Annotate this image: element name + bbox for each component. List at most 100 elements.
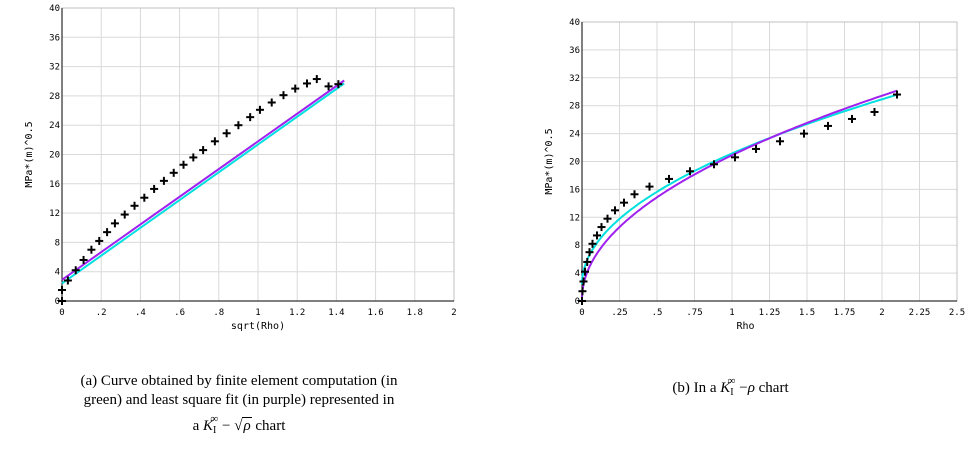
chart-a-data-point	[71, 266, 80, 275]
chart-a-data-point	[120, 210, 129, 219]
caption-a-line3: a KI∞ − √ρ chart	[192, 413, 286, 436]
chart-b-ytick-label: 8	[575, 241, 580, 251]
chart-b-data-point	[597, 223, 606, 232]
chart-a-xtick-label: 1.4	[328, 308, 344, 318]
figure-a: 0.2.4.6.8 1 1.2 1.4 1.6 1.8 2 0 4 8 12 16 20 24 28 32 36…	[24, 4, 457, 436]
chart-a-data-point	[324, 82, 333, 91]
chart-b-xtick-label: 2.5	[949, 308, 965, 318]
chart-b-xtick-label: 2	[879, 308, 884, 318]
chart-b-series-1-line	[581, 89, 898, 299]
chart-a-xtick-label: .4	[135, 308, 146, 318]
chart-a-data-point	[267, 98, 276, 107]
caption-a-pre: a	[192, 418, 204, 434]
chart-a-data-point	[169, 168, 178, 177]
chart-a-data-point	[312, 75, 321, 84]
chart-a-xtick-label: 2	[451, 308, 456, 318]
chart-a-ylabel: MPa*(m)^0.5	[24, 121, 35, 187]
chart-a-data-point	[103, 228, 112, 237]
chart-b-data-point	[686, 167, 694, 176]
chart-b-data-point	[593, 231, 601, 240]
chart-a-data-point	[222, 129, 231, 138]
chart-b-data-point	[585, 248, 594, 257]
chart-b-xtick-label: .75	[686, 308, 702, 318]
chart-a-xtick-label: .6	[174, 308, 185, 318]
chart-b-data-point	[824, 121, 832, 130]
chart-a-data-point	[210, 137, 219, 146]
chart-a-data-point	[63, 276, 72, 285]
chart-b-ytick-label: 4	[575, 269, 580, 279]
chart-a-data-point	[58, 286, 66, 295]
chart-b-data-point	[578, 287, 587, 296]
chart-a-data-point	[199, 146, 208, 155]
chart-b-xtick-label: 2.25	[909, 308, 931, 318]
chart-b-data-point	[588, 239, 597, 248]
chart-a-ytick-label: 36	[49, 33, 60, 43]
caption-b-minus: −	[735, 380, 748, 396]
chart-a-series-0-line	[61, 82, 345, 285]
chart-a-ytick-label: 28	[49, 92, 60, 102]
chart-b-data-point	[583, 257, 592, 266]
chart-a: 0.2.4.6.8 1 1.2 1.4 1.6 1.8 204812162024283236…	[24, 4, 457, 332]
chart-a-xtick-label: 1	[255, 308, 260, 318]
caption-a-rho: ρ	[242, 417, 252, 434]
chart-a-data-point	[140, 193, 149, 202]
chart-b-data-point	[776, 137, 784, 146]
chart-b-ytick-label: 0	[575, 297, 580, 307]
chart-a-xtick-label: .8	[213, 308, 224, 318]
caption-a-k: K	[203, 418, 214, 434]
chart-b-data-point	[645, 182, 654, 191]
caption-b-sub: I	[730, 387, 734, 398]
caption-a-sup: ∞	[210, 413, 219, 425]
caption-b-rho: ρ	[747, 380, 755, 396]
caption-b-pre: (b) In a	[672, 380, 721, 396]
chart-a-ytick-label: 12	[49, 209, 60, 219]
chart-b-data-point	[893, 90, 901, 99]
chart-b-ylabel: MPa*(m)^0.5	[544, 128, 555, 194]
caption-b: (b) In a KI∞ −ρ chart	[490, 372, 971, 402]
chart-b-xtick-label: .25	[611, 308, 627, 318]
chart-a-data-point	[87, 245, 96, 254]
caption-a-sub: I	[213, 425, 217, 436]
chart-b-xtick-label: 1.5	[799, 308, 815, 318]
chart-a-xtick-label: 0	[59, 308, 64, 318]
chart-a-data-point	[279, 91, 288, 100]
caption-a-line2: green) and least square fit (in purple) …	[83, 392, 395, 408]
chart-b-ytick-label: 24	[569, 130, 580, 140]
chart-b-ytick-label: 32	[569, 74, 580, 84]
chart-a-ytick-label: 20	[49, 151, 60, 161]
chart-a-ytick-label: 32	[49, 63, 60, 73]
chart-a-xtick-label: .2	[96, 308, 107, 318]
chart-a-data-point	[234, 121, 243, 130]
chart-b-data-point	[579, 277, 588, 286]
chart-a-ytick-label: 16	[49, 180, 60, 190]
chart-a-data-point	[79, 255, 88, 264]
chart-b-xtick-label: 0	[579, 308, 584, 318]
chart-b-data-point	[731, 153, 739, 162]
caption-b-k: K	[720, 380, 731, 396]
chart-a-xlabel: sqrt(Rho)	[231, 321, 285, 332]
chart-b-ytick-label: 12	[569, 213, 580, 223]
caption-a-minus: −	[218, 418, 235, 434]
chart-b-data-point	[870, 107, 879, 116]
caption-a-line1: (a) Curve obtained by finite element com…	[80, 373, 398, 389]
chart-a-data-point	[189, 153, 198, 162]
chart-b-ytick-label: 28	[569, 102, 580, 112]
chart-b: 0 .25 .5 .75 1 1.25 1.5 1.75 2 2.25 2.5 0 4 8 12 16 20 24…	[544, 18, 965, 332]
chart-a-ytick-label: 4	[55, 268, 60, 278]
chart-b-data-point	[620, 198, 628, 207]
chart-b-xtick-label: 1	[729, 308, 734, 318]
chart-a-xtick-label: 1.8	[407, 308, 423, 318]
chart-a-data-point	[291, 84, 300, 93]
chart-a-data-point	[110, 219, 119, 228]
chart-b-data-point	[603, 214, 612, 223]
chart-b-ytick-label: 36	[569, 46, 580, 56]
chart-b-data-point	[581, 267, 589, 276]
chart-a-data-point	[246, 113, 255, 122]
chart-a-data-point	[150, 184, 159, 193]
chart-b-xtick-label: 1.75	[834, 308, 856, 318]
chart-a-ytick-label: 24	[49, 121, 60, 131]
chart-b-ytick-label: 40	[569, 18, 580, 28]
chart-a-xtick-label: 1.6	[367, 308, 383, 318]
chart-a-ytick-label: 8	[55, 238, 60, 248]
chart-a-data-point	[130, 201, 139, 210]
